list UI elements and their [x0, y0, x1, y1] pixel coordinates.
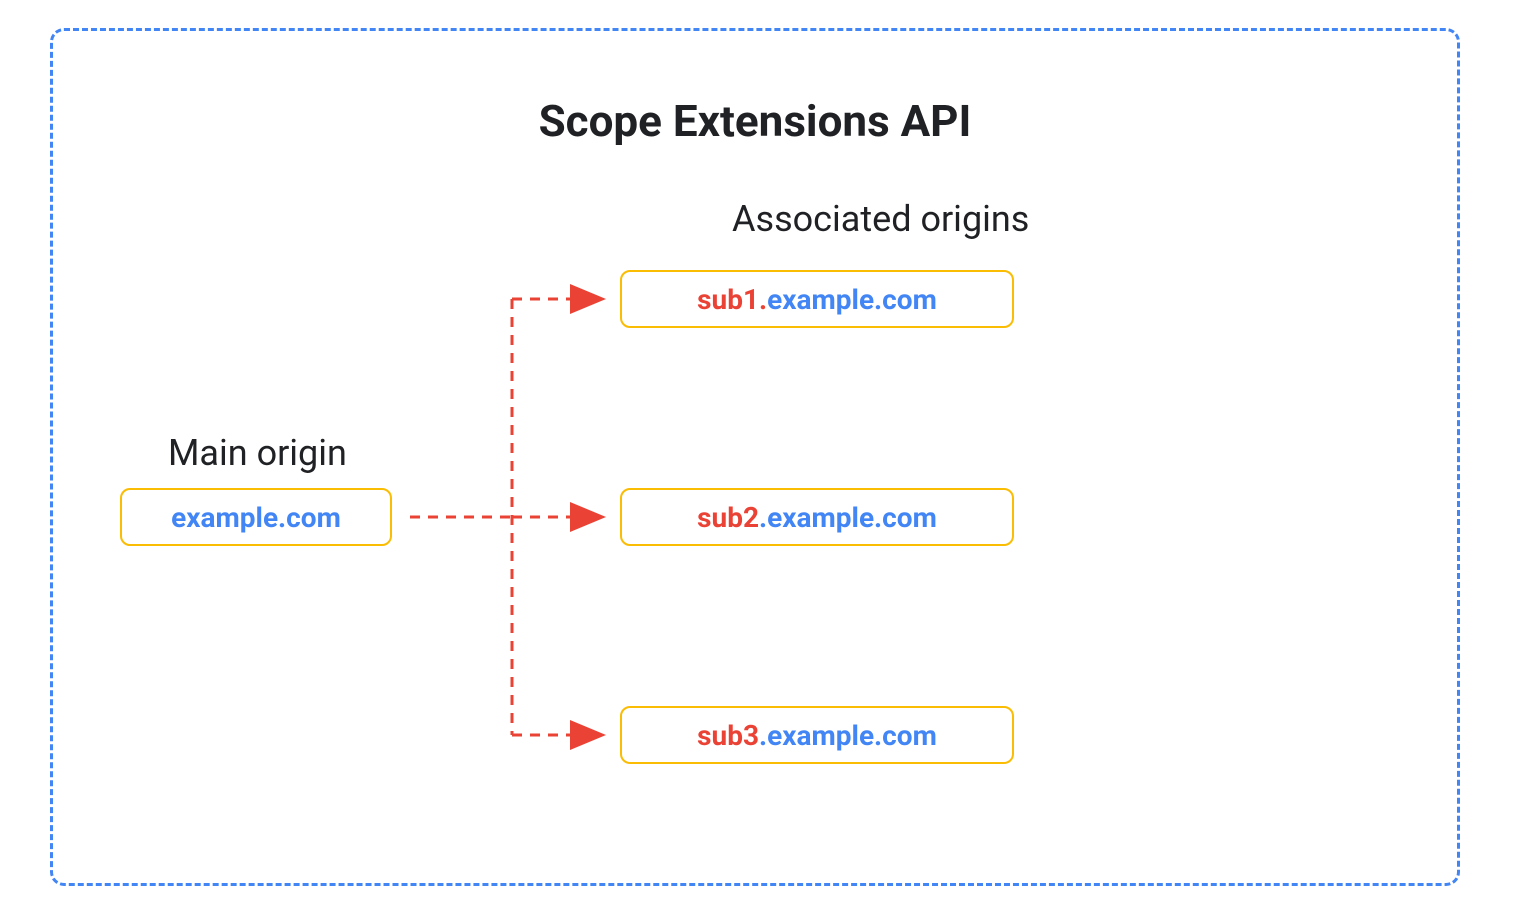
associated-origin-box: sub3.example.com [620, 706, 1014, 764]
associated-origins-label: Associated origins [732, 198, 1029, 240]
domain-text: example.com [767, 719, 937, 752]
subdomain-prefix: sub2 [697, 501, 759, 534]
subdomain-prefix: sub1 [697, 283, 759, 316]
main-origin-text: example.com [171, 501, 341, 534]
domain-separator: . [759, 719, 767, 752]
main-origin-box: example.com [120, 488, 392, 546]
domain-separator: . [759, 501, 767, 534]
associated-origin-box: sub2.example.com [620, 488, 1014, 546]
domain-separator: . [759, 283, 767, 316]
diagram-title: Scope Extensions API [53, 95, 1457, 147]
associated-origin-box: sub1.example.com [620, 270, 1014, 328]
main-origin-label: Main origin [168, 432, 347, 474]
domain-text: example.com [767, 283, 937, 316]
domain-text: example.com [767, 501, 937, 534]
subdomain-prefix: sub3 [697, 719, 759, 752]
